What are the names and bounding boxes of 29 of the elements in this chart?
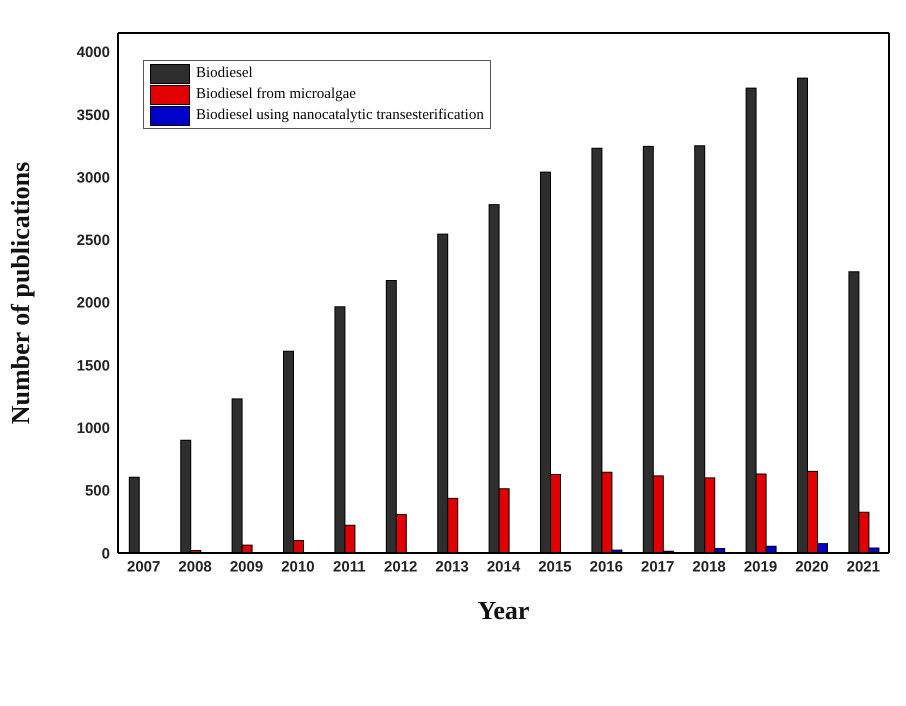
x-tick-label: 2020: [795, 558, 829, 576]
x-tick-label: 2015: [538, 558, 572, 576]
y-tick-label: 2000: [76, 294, 110, 312]
x-tick-label: 2009: [230, 558, 264, 576]
x-tick-label: 2021: [846, 558, 880, 576]
x-tick-label: 2014: [486, 558, 521, 576]
y-axis-title: Number of publications: [6, 162, 36, 424]
x-tick-label: 2007: [127, 558, 160, 576]
x-tick-label: 2013: [435, 558, 469, 576]
x-tick-label: 2012: [384, 558, 418, 576]
x-tick-label: 2010: [281, 558, 315, 576]
x-tick-label: 2018: [692, 558, 726, 576]
y-tick-label: 1500: [76, 357, 110, 374]
y-tick-label: 4000: [76, 44, 110, 62]
x-tick-label: 2016: [590, 558, 623, 576]
x-axis-title: Year: [478, 596, 530, 625]
y-tick-label: 3000: [76, 169, 110, 186]
y-tick-label: 2500: [76, 232, 110, 250]
x-tick-label: 2008: [178, 558, 212, 576]
x-tick-label: 2019: [744, 558, 778, 576]
legend-label: Biodiesel: [196, 65, 253, 82]
x-tick-label: 2017: [641, 558, 674, 576]
legend-label: Biodiesel using nanocatalytic transesterification: [196, 107, 484, 124]
y-tick-label: 3500: [76, 106, 110, 124]
x-tick-label: 2011: [333, 558, 366, 576]
legend-label: Biodiesel from microalgae: [196, 86, 356, 103]
y-tick-label: 500: [84, 482, 110, 500]
y-tick-label: 0: [102, 545, 110, 562]
y-tick-label: 1000: [76, 420, 110, 438]
